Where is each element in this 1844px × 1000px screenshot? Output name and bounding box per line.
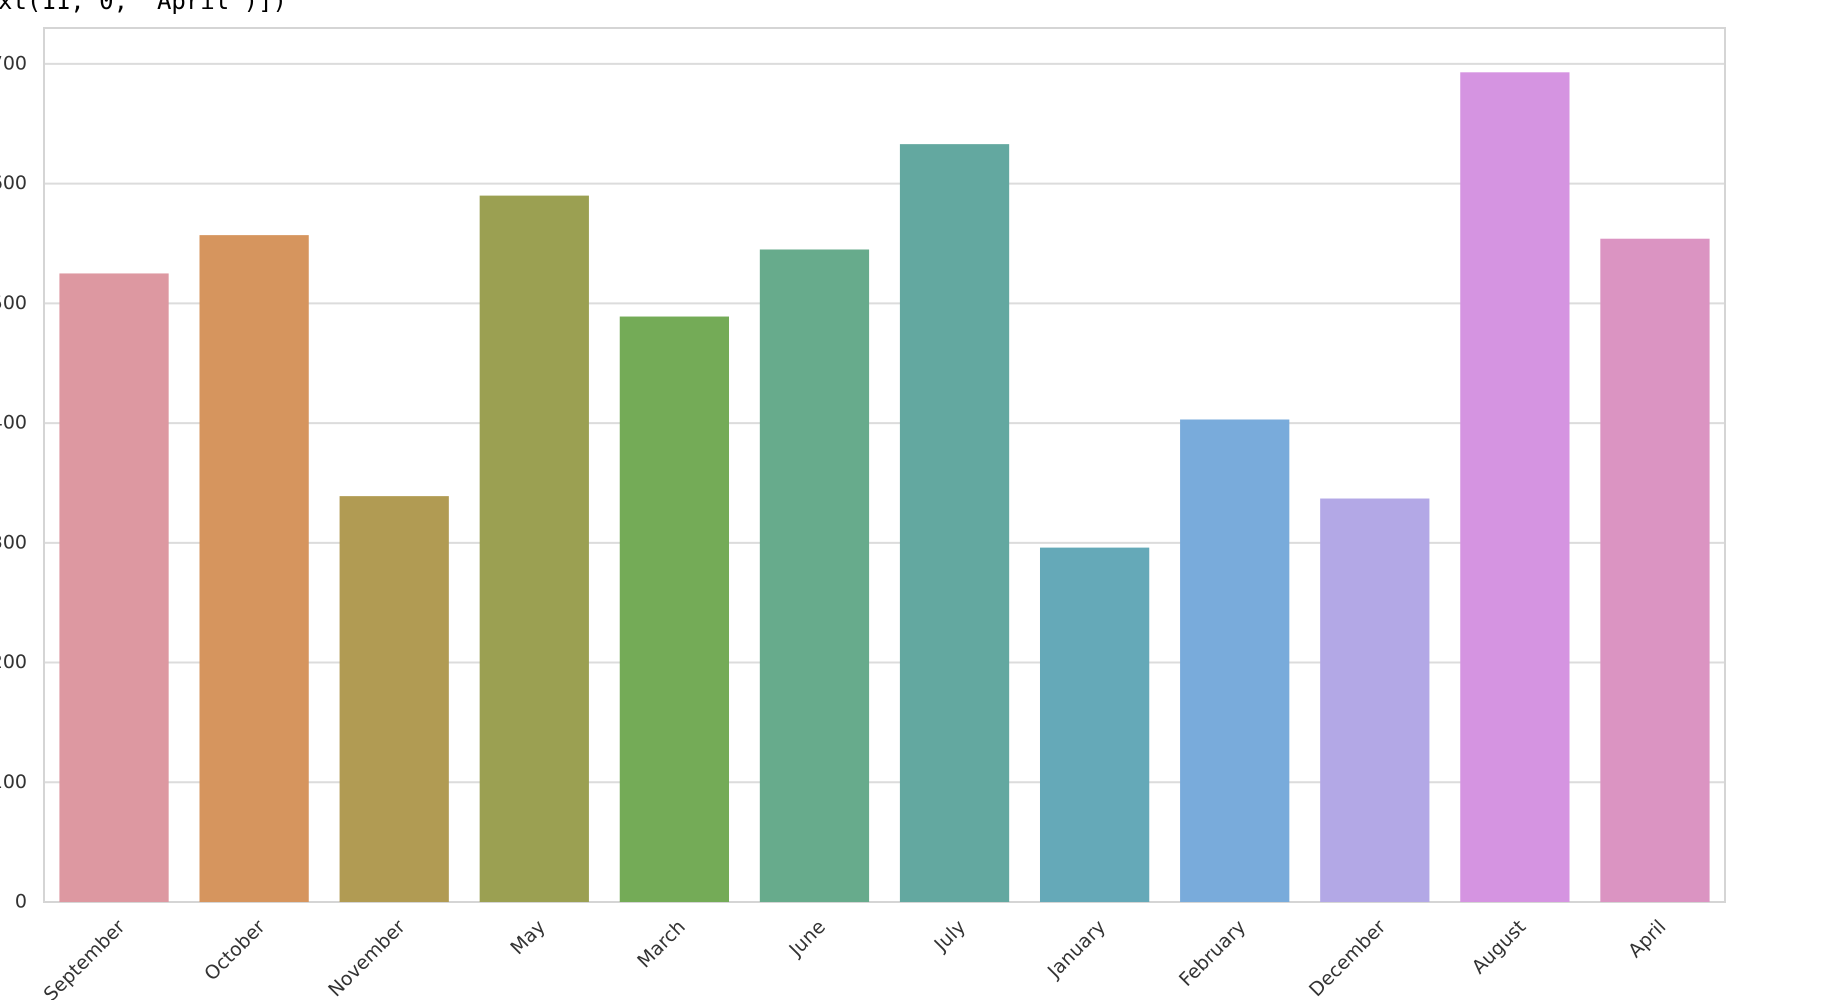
x-tick-label: June (784, 916, 830, 962)
x-tick-label: January (1043, 916, 1110, 983)
bar (479, 195, 589, 902)
bar (199, 235, 309, 902)
y-tick-label: 200 (0, 651, 27, 673)
y-tick-label: 300 (0, 531, 27, 553)
bar (1600, 238, 1710, 903)
bar (1180, 419, 1290, 902)
bar (1320, 498, 1430, 902)
x-tick-label: August (1468, 916, 1531, 979)
x-tick-label: May (506, 916, 549, 959)
code-output: xt(11, 0, 'April')]) (0, 0, 287, 15)
plot-frame (43, 27, 1726, 903)
bar (1039, 547, 1150, 902)
y-tick-label: 500 (0, 292, 27, 314)
x-tick-label: October (200, 916, 269, 985)
bar (59, 273, 169, 902)
y-tick-label: 100 (0, 771, 27, 793)
bar (619, 316, 730, 902)
y-tick-label: 600 (0, 172, 27, 194)
x-tick-label: December (1305, 916, 1390, 1000)
x-tick-label: April (1624, 916, 1670, 962)
x-tick-label: November (324, 916, 410, 1000)
bar (1460, 72, 1570, 902)
y-tick-label: 400 (0, 412, 27, 434)
y-tick-label: 700 (0, 52, 27, 74)
x-tick-label: September (40, 916, 130, 1000)
bar (759, 249, 870, 902)
bar (339, 496, 449, 902)
bar (899, 144, 1010, 902)
x-tick-label: March (633, 916, 690, 973)
x-tick-label: July (930, 916, 970, 956)
x-tick-label: February (1175, 916, 1250, 991)
y-tick-label: 0 (15, 891, 27, 913)
